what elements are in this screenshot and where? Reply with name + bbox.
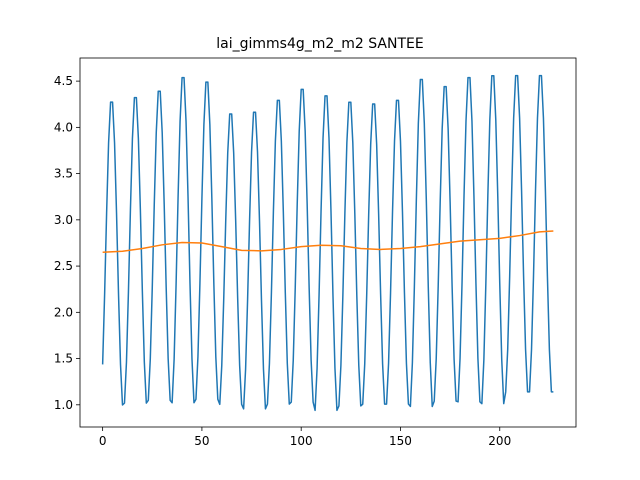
plot-layer: 0 50 100 150 200 1.0 1.5 2.0 2.5 3.0 3.5 4.0 4.5 bbox=[54, 57, 577, 448]
chart-title: lai_gimms4g_m2_m2 SANTEE bbox=[216, 36, 423, 52]
y-tick-label: 1.5 bbox=[54, 352, 73, 366]
series-line-2 bbox=[102, 230, 554, 253]
y-tick-label: 2.0 bbox=[54, 305, 73, 319]
y-tick-label: 2.5 bbox=[54, 259, 73, 273]
y-tick-label: 4.5 bbox=[54, 74, 73, 88]
y-tick-label: 4.0 bbox=[54, 120, 73, 134]
y-tick-label: 3.0 bbox=[54, 213, 73, 227]
series-line-1 bbox=[101, 74, 554, 412]
y-tick-label: 3.5 bbox=[54, 167, 73, 181]
plot-frame bbox=[79, 57, 577, 428]
x-tick-label: 100 bbox=[290, 434, 313, 448]
y-tick-label: 1.0 bbox=[54, 398, 73, 412]
x-tick-label: 150 bbox=[389, 434, 412, 448]
x-tick-label: 200 bbox=[488, 434, 511, 448]
x-tick-label: 0 bbox=[99, 434, 107, 448]
x-tick-label: 50 bbox=[194, 434, 209, 448]
